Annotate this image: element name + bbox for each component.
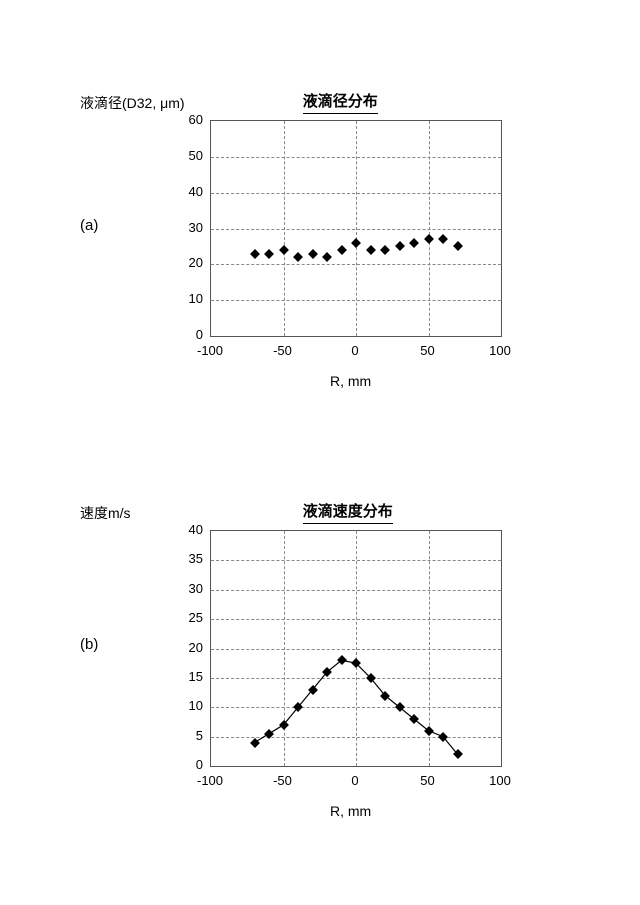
data-marker xyxy=(438,234,448,244)
y-tick-label: 0 xyxy=(175,327,203,342)
x-tick-label: -50 xyxy=(268,343,298,358)
chart-a-panel-label: (a) xyxy=(80,217,98,234)
data-marker xyxy=(250,249,260,259)
y-tick-label: 60 xyxy=(175,112,203,127)
y-tick-label: 5 xyxy=(175,728,203,743)
chart-b-ylabel: 速度m/s xyxy=(80,503,131,523)
chart-b-panel-label: (b) xyxy=(80,636,98,653)
data-marker xyxy=(279,245,289,255)
data-marker xyxy=(351,238,361,248)
data-marker xyxy=(380,245,390,255)
y-tick-label: 30 xyxy=(175,220,203,235)
y-tick-label: 0 xyxy=(175,757,203,772)
x-tick-label: 100 xyxy=(485,773,515,788)
data-marker xyxy=(293,252,303,262)
y-tick-label: 20 xyxy=(175,255,203,270)
chart-a-plot-area xyxy=(210,120,502,337)
x-tick-label: 50 xyxy=(413,343,443,358)
x-tick-label: 50 xyxy=(413,773,443,788)
y-tick-label: 40 xyxy=(175,184,203,199)
data-marker xyxy=(424,234,434,244)
chart-a: 液滴径(D32, μm) 液滴径分布 (a) R, mm -100 -50 0 50 1… xyxy=(80,90,560,415)
chart-b-xlabel: R, mm xyxy=(330,803,371,819)
y-tick-label: 20 xyxy=(175,640,203,655)
x-tick-label: 0 xyxy=(340,343,370,358)
chart-a-xlabel: R, mm xyxy=(330,373,371,389)
y-tick-label: 10 xyxy=(175,291,203,306)
x-tick-label: -50 xyxy=(268,773,298,788)
y-tick-label: 25 xyxy=(175,610,203,625)
data-marker xyxy=(308,249,318,259)
x-tick-label: 100 xyxy=(485,343,515,358)
chart-a-title: 液滴径分布 xyxy=(303,90,378,114)
chart-b-title: 液滴速度分布 xyxy=(303,500,393,524)
x-tick-label: 0 xyxy=(340,773,370,788)
data-marker xyxy=(322,252,332,262)
data-marker xyxy=(337,245,347,255)
chart-b: 速度m/s 液滴速度分布 (b) R, mm -100 -50 0 50 100 0 5 10… xyxy=(80,500,560,845)
data-marker xyxy=(409,238,419,248)
data-marker xyxy=(453,241,463,251)
y-tick-label: 15 xyxy=(175,669,203,684)
y-tick-label: 10 xyxy=(175,698,203,713)
data-marker xyxy=(366,245,376,255)
y-tick-label: 50 xyxy=(175,148,203,163)
x-tick-label: -100 xyxy=(195,343,225,358)
chart-b-plot-area xyxy=(210,530,502,767)
x-tick-label: -100 xyxy=(195,773,225,788)
data-marker xyxy=(395,241,405,251)
y-tick-label: 30 xyxy=(175,581,203,596)
y-tick-label: 35 xyxy=(175,551,203,566)
chart-a-ylabel: 液滴径(D32, μm) xyxy=(80,93,185,113)
data-marker xyxy=(264,249,274,259)
y-tick-label: 40 xyxy=(175,522,203,537)
